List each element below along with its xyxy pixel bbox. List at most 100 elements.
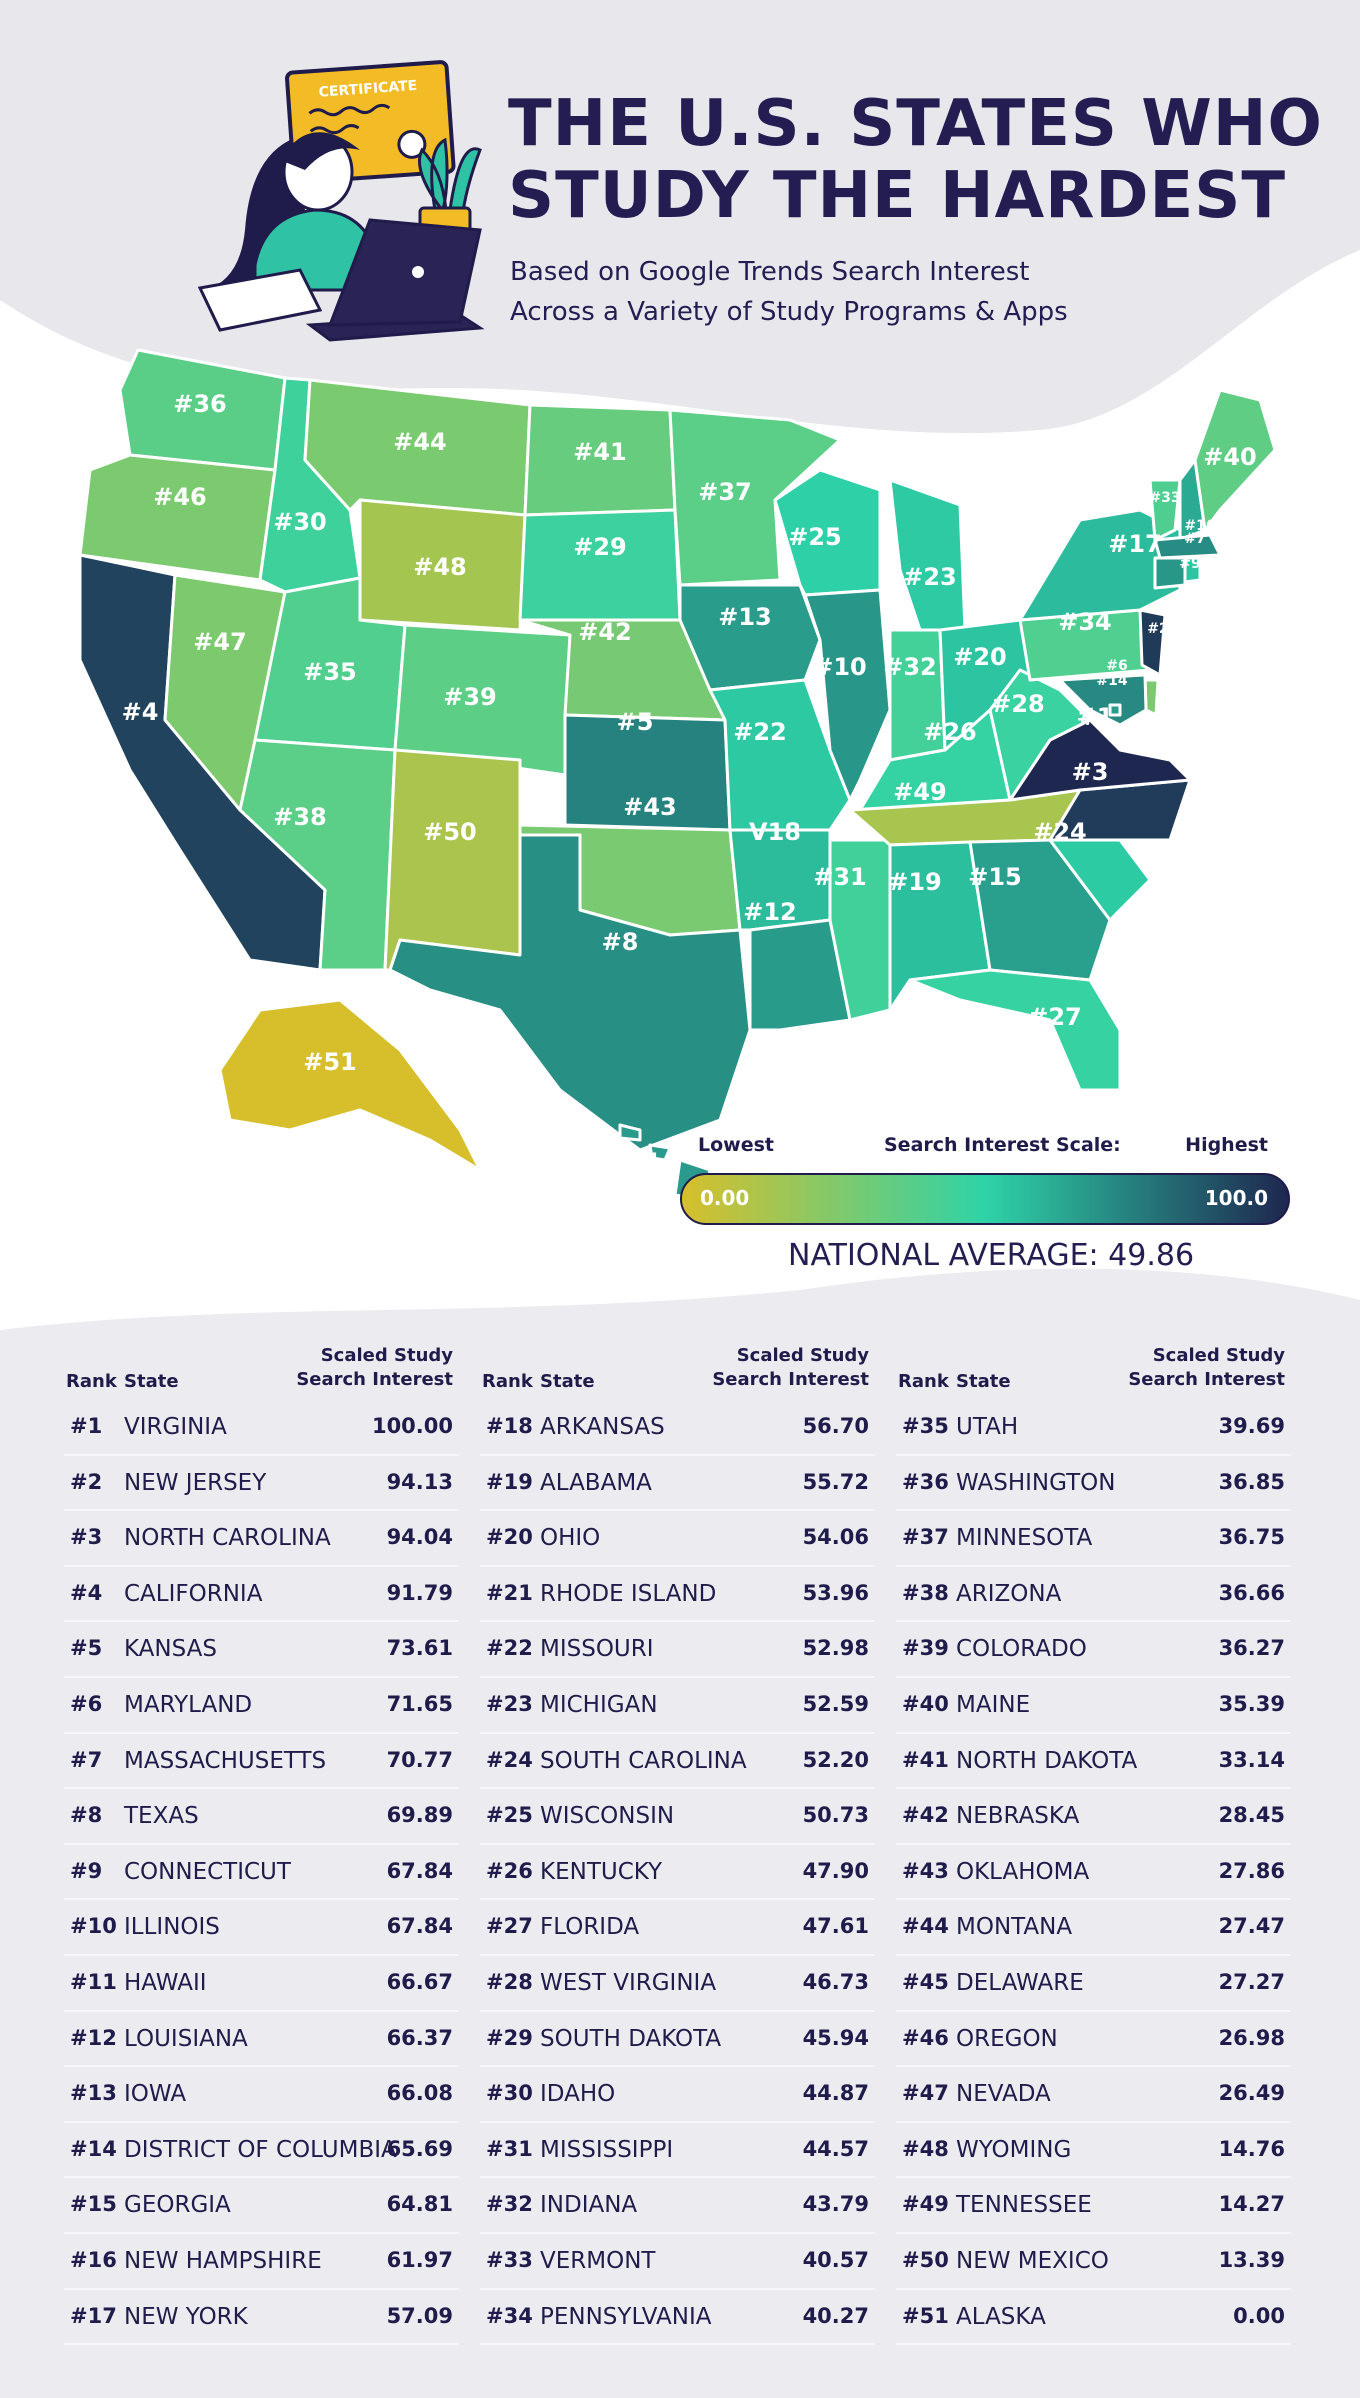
table-row: #46 OREGON 26.98 — [896, 2012, 1291, 2068]
row-score: 36.75 — [1218, 1525, 1285, 1550]
header-state: State — [956, 1371, 1011, 1392]
map-label-nj: #2 — [1147, 621, 1168, 637]
table-row: #33 VERMONT 40.57 — [480, 2234, 875, 2290]
row-state: SOUTH CAROLINA — [540, 1747, 747, 1774]
row-score: 43.79 — [802, 2192, 869, 2217]
row-score: 40.57 — [802, 2247, 869, 2272]
row-rank: #4 — [70, 1580, 103, 1605]
us-choropleth-map: #36 #46 #4 #47 #30 #44 #48 #35 #38 #39 #50 #41 #29 #4… — [78, 348, 1277, 1202]
row-state: WASHINGTON — [956, 1469, 1116, 1496]
row-score: 66.67 — [386, 1969, 453, 1994]
table-row: #2 NEW JERSEY 94.13 — [64, 1456, 459, 1512]
row-state: TEXAS — [124, 1803, 199, 1830]
header-state: State — [124, 1371, 179, 1392]
row-rank: #2 — [70, 1469, 103, 1494]
row-rank: #10 — [70, 1914, 117, 1939]
table-row: #14 DISTRICT OF COLUMBIA 65.69 — [64, 2123, 459, 2179]
student-illustration: CERTIFICATE — [197, 60, 485, 342]
table-row: #24 SOUTH CAROLINA 52.20 — [480, 1734, 875, 1790]
row-rank: #20 — [486, 1525, 533, 1550]
row-state: KENTUCKY — [540, 1858, 663, 1885]
map-label-ms: #31 — [813, 863, 867, 891]
table-row: #38 ARIZONA 36.66 — [896, 1567, 1291, 1623]
map-label-co: #39 — [443, 683, 497, 711]
table-row: #19 ALABAMA 55.72 — [480, 1456, 875, 1512]
row-rank: #45 — [902, 1969, 949, 1994]
table-row: #20 OHIO 54.06 — [480, 1511, 875, 1567]
map-label-wy: #48 — [413, 553, 467, 581]
row-state: KANSAS — [124, 1636, 217, 1663]
row-state: ARIZONA — [956, 1580, 1062, 1607]
map-label-mn: #37 — [698, 478, 752, 506]
row-score: 54.06 — [802, 1525, 869, 1550]
row-score: 44.57 — [802, 2136, 869, 2161]
ranking-column-1: Rank State Scaled Study Search Interest #1 VI… — [64, 1340, 459, 2346]
row-state: MONTANA — [956, 1914, 1073, 1941]
row-state: WYOMING — [956, 2136, 1072, 2163]
map-label-ia: #13 — [718, 603, 772, 631]
color-legend: Lowest Search Interest Scale: Highest 0.… — [676, 1128, 1296, 1278]
row-state: IDAHO — [540, 2081, 616, 2108]
row-rank: #30 — [486, 2081, 533, 2106]
map-label-ga: #15 — [968, 863, 1022, 891]
row-rank: #38 — [902, 1580, 949, 1605]
row-score: 26.98 — [1218, 2025, 1285, 2050]
row-state: DELAWARE — [956, 1969, 1084, 1996]
row-rank: #49 — [902, 2192, 949, 2217]
header-score: Scaled Study Search Interest — [712, 1345, 869, 1390]
row-state: MICHIGAN — [540, 1691, 658, 1718]
row-state: SOUTH DAKOTA — [540, 2025, 722, 2052]
row-rank: #21 — [486, 1580, 533, 1605]
row-rank: #6 — [70, 1691, 103, 1716]
table-row: #21 RHODE ISLAND 53.96 — [480, 1567, 875, 1623]
row-state: TENNESSEE — [956, 2192, 1092, 2219]
row-state: RHODE ISLAND — [540, 1580, 717, 1607]
row-rank: #33 — [486, 2247, 533, 2272]
row-rank: #3 — [70, 1525, 103, 1550]
header-state: State — [540, 1371, 595, 1392]
map-label-ut: #35 — [303, 658, 357, 686]
table-row: #4 CALIFORNIA 91.79 — [64, 1567, 459, 1623]
row-score: 56.70 — [802, 1414, 869, 1438]
legend-title: Search Interest Scale: — [884, 1134, 1121, 1156]
row-score: 40.27 — [802, 2303, 869, 2328]
state-ma — [1153, 533, 1222, 560]
row-score: 57.09 — [386, 2303, 453, 2328]
state-ak — [218, 998, 482, 1172]
table-row: #49 TENNESSEE 14.27 — [896, 2178, 1291, 2234]
subtitle: Based on Google Trends Search Interest Ac… — [510, 252, 1310, 332]
row-score: 26.49 — [1218, 2081, 1285, 2106]
map-label-hi: #11 — [608, 1148, 662, 1176]
row-rank: #37 — [902, 1525, 949, 1550]
row-score: 61.97 — [386, 2247, 453, 2272]
row-rank: #41 — [902, 1747, 949, 1772]
state-ct — [1153, 556, 1187, 590]
state-nm — [383, 748, 522, 972]
row-score: 39.69 — [1218, 1414, 1285, 1438]
row-score: 27.27 — [1218, 1969, 1285, 1994]
row-rank: #51 — [902, 2303, 949, 2328]
row-score: 66.08 — [386, 2081, 453, 2106]
row-state: IOWA — [124, 2081, 187, 2108]
row-score: 55.72 — [802, 1469, 869, 1494]
map-label-me: #40 — [1203, 443, 1257, 471]
row-score: 52.59 — [802, 1691, 869, 1716]
map-label-ri: #21 — [1204, 588, 1235, 604]
state-dc — [1108, 703, 1122, 717]
table-row: #10 ILLINOIS 67.84 — [64, 1900, 459, 1956]
map-label-va: #1 — [1077, 703, 1114, 731]
table-row: #44 MONTANA 27.47 — [896, 1900, 1291, 1956]
legend-max-value: 100.0 — [1204, 1186, 1268, 1210]
row-state: MARYLAND — [124, 1691, 253, 1718]
row-state: INDIANA — [540, 2192, 638, 2219]
table-row: #51 ALASKA 0.00 — [896, 2290, 1291, 2346]
state-md — [1058, 673, 1148, 727]
row-rank: #5 — [70, 1636, 103, 1661]
row-score: 36.27 — [1218, 1636, 1285, 1661]
map-label-id: #30 — [273, 508, 327, 536]
row-score: 14.76 — [1218, 2136, 1285, 2161]
row-rank: #8 — [70, 1803, 103, 1828]
state-mn — [668, 408, 842, 587]
map-label-mt: #44 — [393, 428, 447, 456]
state-fl — [908, 968, 1122, 1092]
